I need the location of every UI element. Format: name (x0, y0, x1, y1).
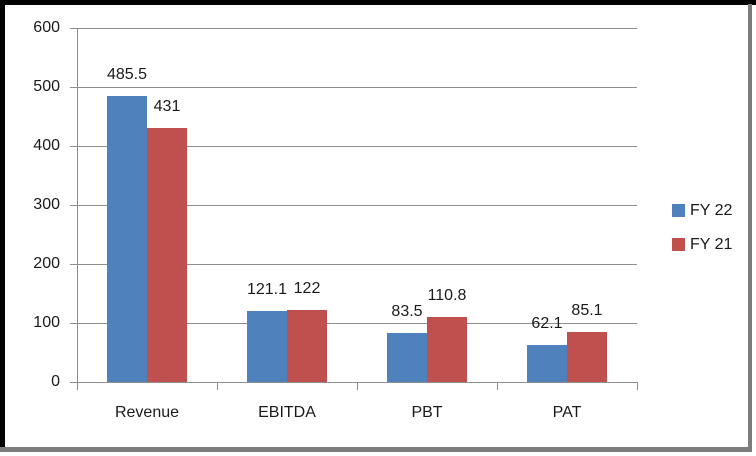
data-label: 122 (293, 280, 321, 297)
gridline (77, 28, 637, 29)
gridline (77, 205, 637, 206)
x-axis-tick (357, 383, 358, 390)
bar-fy22-ebitda (247, 311, 287, 382)
frame-border-left (0, 0, 5, 451)
legend-entry: FY 22 (672, 202, 732, 219)
frame-border-right (748, 4, 752, 452)
legend-swatch (672, 204, 685, 217)
gridline (77, 87, 637, 88)
bar-fy22-pbt (387, 333, 427, 382)
legend: FY 22 FY 21 (672, 202, 732, 270)
x-axis-tick (497, 383, 498, 390)
y-tick-label: 400 (33, 137, 60, 154)
frame-border-top (0, 0, 756, 5)
x-category-label: EBITDA (258, 404, 316, 421)
y-tick-label: 100 (33, 314, 60, 331)
legend-swatch (672, 238, 685, 251)
data-label: 431 (153, 98, 181, 115)
bar-fy21-revenue (147, 128, 187, 382)
y-axis-tick (70, 87, 77, 88)
x-axis-line (70, 382, 638, 383)
frame-border-bottom (0, 447, 752, 452)
y-tick-label: 200 (33, 255, 60, 272)
bar-fy21-ebitda (287, 310, 327, 382)
y-tick-label: 600 (33, 19, 60, 36)
y-tick-label: 300 (33, 196, 60, 213)
bar-fy22-revenue (107, 96, 147, 382)
y-axis-line (77, 28, 78, 383)
y-tick-label: 0 (51, 373, 60, 390)
legend-entry: FY 21 (672, 236, 732, 253)
y-axis-tick (70, 323, 77, 324)
data-label: 85.1 (571, 302, 603, 319)
bar-fy21-pat (567, 332, 607, 382)
data-label: 110.8 (427, 287, 467, 304)
data-label: 83.5 (391, 303, 423, 320)
y-axis-tick (70, 146, 77, 147)
legend-label: FY 21 (690, 236, 733, 253)
bar-fy22-pat (527, 345, 567, 382)
y-axis-tick (70, 264, 77, 265)
bar-fy21-pbt (427, 317, 467, 382)
y-axis-tick (70, 28, 77, 29)
gridline (77, 264, 637, 265)
data-label: 62.1 (531, 315, 563, 332)
x-category-label: PAT (552, 404, 582, 421)
gridline (77, 146, 637, 147)
x-axis-tick (637, 383, 638, 390)
legend-label: FY 22 (690, 202, 733, 219)
gridline (77, 323, 637, 324)
x-axis-tick (77, 383, 78, 390)
data-label: 121.1 (246, 281, 288, 298)
x-category-label: Revenue (114, 404, 180, 421)
x-axis-tick (217, 383, 218, 390)
y-axis-tick (70, 205, 77, 206)
data-label: 485.5 (106, 66, 148, 83)
y-tick-label: 500 (33, 78, 60, 95)
x-category-label: PBT (411, 404, 443, 421)
